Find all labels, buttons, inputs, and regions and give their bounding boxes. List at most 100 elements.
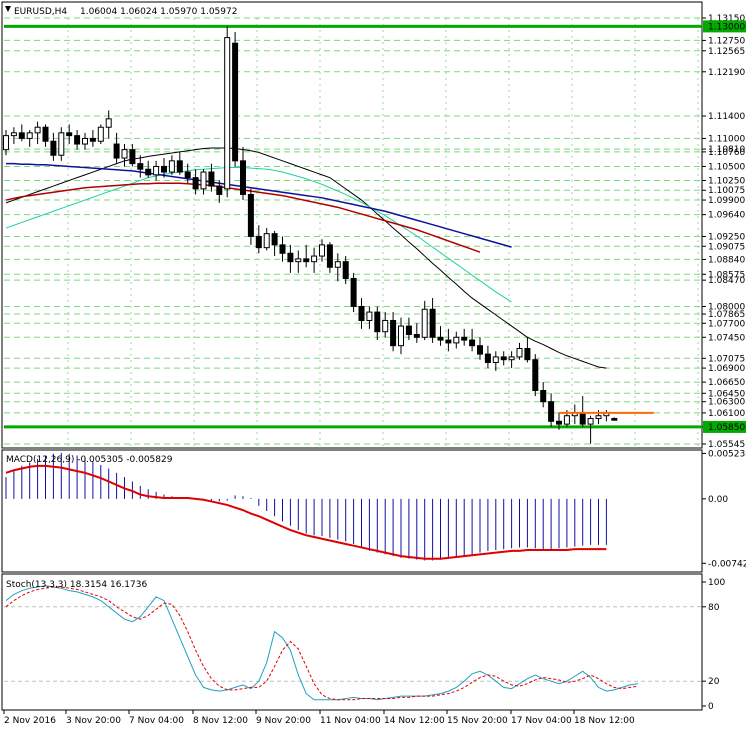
price-tick-label: 1.06100 (708, 409, 745, 419)
price-tick-label: 1.07450 (708, 333, 745, 343)
price-tick-label: 1.09250 (708, 232, 745, 242)
ohlc-readout: 1.06004 1.06024 1.05970 1.05972 (80, 7, 237, 17)
candle-bull (97, 126, 104, 142)
price-panel-border (1, 1, 703, 449)
candle-bear (129, 149, 136, 165)
price-tick-label: 1.09075 (708, 242, 745, 252)
price-tick-label: 1.07865 (708, 310, 745, 320)
candle-bull (224, 37, 231, 190)
price-tick-label: 1.08000 (708, 302, 745, 312)
candle-bear (113, 143, 120, 159)
stoch-tick-label: 100 (708, 578, 725, 588)
price-tick-label: 1.10760 (708, 148, 745, 158)
price-tick-label: 1.07075 (708, 354, 745, 364)
price-tick-label: 1.11000 (708, 134, 745, 144)
moving-average-line (5, 167, 512, 303)
stoch-tick-label: 0 (708, 702, 714, 712)
stoch-tick-label: 20 (708, 677, 720, 687)
x-tick-label: 7 Nov 04:00 (129, 716, 184, 726)
candle-bull (516, 347, 523, 358)
x-tick-label: 14 Nov 12:00 (384, 716, 445, 726)
candle-bull (334, 261, 341, 268)
macd-panel-border (1, 449, 703, 573)
candle-bear (548, 401, 555, 422)
candle-bear (611, 418, 618, 421)
symbol-title: EURUSD,H4 (14, 7, 67, 17)
candle-bear (342, 261, 349, 279)
symbol-dropdown-icon[interactable] (5, 6, 11, 12)
candle-bear (208, 171, 215, 187)
x-tick-label: 2 Nov 2016 (4, 716, 56, 726)
macd-panel: 0.005236 0.00 -0.007426 (5, 449, 746, 569)
candle-bear (271, 233, 278, 246)
x-tick-label: 11 Nov 04:00 (320, 716, 381, 726)
current-price-tag (703, 420, 746, 433)
price-tick-label: 1.06450 (708, 389, 745, 399)
x-tick-label: 8 Nov 12:00 (193, 716, 248, 726)
candle-bear (556, 420, 562, 425)
price-tick-label: 1.13150 (708, 14, 745, 24)
price-tick-label: 1.10500 (708, 162, 745, 172)
price-tick-label: 1.12750 (708, 36, 745, 46)
candle-bear (176, 160, 183, 173)
candle-bull (82, 137, 88, 145)
candle-bear (74, 135, 81, 145)
stoch-main-line (5, 585, 639, 701)
candle-bull (263, 233, 270, 249)
candle-bear (18, 132, 25, 139)
price-tick-label: 1.12190 (708, 68, 745, 78)
x-tick-label: 9 Nov 20:00 (256, 716, 311, 726)
candle-bull (453, 336, 460, 344)
stoch-signal-line (5, 586, 639, 701)
stoch-panel: 100 80 20 0 (4, 578, 725, 712)
candle-bear (437, 336, 444, 341)
candle-bull (26, 132, 33, 139)
candle-bull (3, 135, 9, 151)
macd-tick-label: -0.007426 (708, 559, 746, 569)
macd-tick-label: 0.00 (708, 495, 728, 505)
candle-bear (358, 305, 365, 321)
price-tick-label: 1.08470 (708, 276, 745, 286)
candle-bear (461, 336, 468, 341)
candle-bear (66, 132, 73, 137)
price-tick-label: 1.08840 (708, 255, 745, 265)
macd-tick-label: 0.005236 (708, 449, 746, 459)
candle-bear (469, 339, 476, 347)
price-tick-label: 1.05545 (708, 440, 745, 450)
candle-bear (445, 339, 452, 344)
candle-bear (192, 177, 199, 190)
candle-bear (500, 356, 507, 361)
candle-bear (240, 160, 246, 195)
candle-bull (168, 160, 175, 173)
current-price-label: 1.05850 (708, 423, 745, 433)
stoch-panel-border (1, 573, 703, 711)
candle-bear (429, 308, 436, 338)
x-tick-label: 15 Nov 20:00 (447, 716, 508, 726)
price-tick-label: 1.12565 (708, 47, 745, 57)
candle-bear (303, 258, 310, 263)
candle-bull (319, 244, 325, 257)
price-tick-label: 1.06300 (708, 398, 745, 408)
candle-bear (216, 185, 223, 195)
x-axis: 2 Nov 2016 3 Nov 20:00 7 Nov 04:00 8 Nov 12… (3, 710, 635, 726)
candle-bull (105, 118, 112, 128)
level-price-label: 1.13000 (708, 22, 745, 32)
candle-bull (121, 149, 128, 159)
candle-bear (540, 390, 547, 403)
price-tick-label: 1.10810 (708, 145, 745, 155)
price-tick-label: 1.06650 (708, 378, 745, 388)
moving-average-line (6, 162, 512, 248)
price-tick-label: 1.07700 (708, 319, 745, 329)
price-tick-label: 1.09640 (708, 211, 745, 221)
x-tick-label: 17 Nov 04:00 (511, 716, 572, 726)
candle-bear (484, 353, 491, 363)
price-tick-label: 1.10250 (708, 176, 745, 186)
candle-bull (311, 255, 318, 263)
candle-bear (326, 244, 333, 268)
x-tick-label: 18 Nov 12:00 (574, 716, 635, 726)
candle-bull (366, 311, 373, 321)
candle-bear (161, 165, 167, 173)
candle-bear (524, 347, 531, 361)
candle-bear (350, 277, 357, 307)
